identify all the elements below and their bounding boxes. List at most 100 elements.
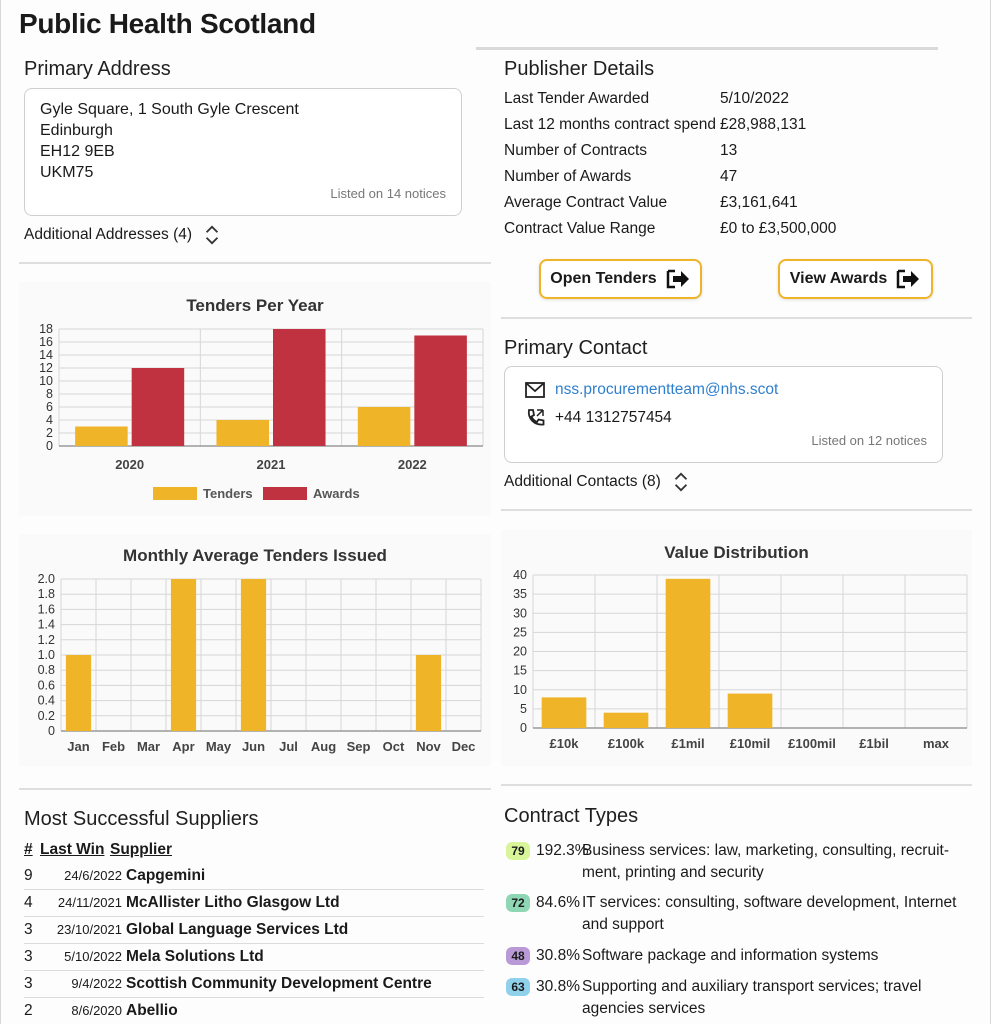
table-row[interactable]: 2 8/6/2020 Abellio (24, 998, 484, 1024)
supplier-last-win: 9/4/2022 (71, 976, 122, 991)
primary-contact-heading: Primary Contact (504, 337, 648, 359)
bar (65, 655, 92, 731)
supplier-rank: 9 (24, 867, 33, 884)
list-item[interactable]: 79 192.3% Business services: law, market… (506, 840, 966, 892)
y-tick-label: 2 (46, 426, 53, 440)
open-tenders-button[interactable]: Open Tenders (539, 259, 702, 299)
x-tick-label: £10mil (730, 736, 770, 751)
x-tick-label: Apr (172, 739, 194, 754)
publisher-row-value: £28,988,131 (720, 116, 807, 133)
table-row[interactable]: 9 24/6/2022 Capgemini (24, 863, 484, 890)
address-line: Edinburgh (40, 122, 113, 139)
legend-swatch (263, 487, 307, 500)
supplier-name: Capgemini (126, 867, 206, 884)
chart-title: Tenders Per Year (186, 296, 324, 315)
publisher-row-label: Number of Contracts (504, 142, 647, 159)
x-tick-label: Mar (137, 739, 160, 754)
y-tick-label: 35 (513, 587, 527, 601)
x-tick-label: £100mil (788, 736, 836, 751)
bar (665, 578, 711, 728)
publisher-row: Average Contract Value £3,161,641 (504, 194, 964, 220)
contract-type-description: IT services: consulting, software develo… (582, 894, 957, 933)
y-tick-label: 2.0 (38, 572, 55, 586)
x-tick-label: May (206, 739, 232, 754)
contract-types-list: 79 192.3% Business services: law, market… (506, 840, 966, 1022)
supplier-last-win: 24/11/2021 (57, 895, 122, 910)
chart-title: Value Distribution (664, 543, 809, 562)
col-last-win-header: Last Win (40, 841, 105, 858)
publisher-row-value: 13 (720, 142, 738, 159)
y-tick-label: 0.6 (38, 678, 55, 692)
y-tick-label: 8 (46, 387, 53, 401)
address-line: Gyle Square, 1 South Gyle Crescent (40, 101, 299, 118)
cpv-code-badge: 72 (506, 894, 530, 912)
table-row[interactable]: 3 5/10/2022 Mela Solutions Ltd (24, 944, 484, 971)
chevron-up-down-icon (206, 225, 219, 245)
publisher-row: Last Tender Awarded 5/10/2022 (504, 90, 964, 116)
table-row[interactable]: 3 9/4/2022 Scottish Community Developmen… (24, 971, 484, 998)
value-distribution-chart: 0 5 10 15 20 25 30 35 40 £10k £100k £1mil £10mil £100… (513, 568, 968, 751)
additional-addresses-label: Additional Addresses (4) (24, 226, 193, 244)
bar (170, 579, 197, 731)
supplier-last-win: 8/6/2020 (71, 1003, 122, 1018)
view-awards-button[interactable]: View Awards (778, 259, 933, 299)
y-tick-label: 40 (513, 568, 527, 582)
suppliers-table: # Last Win Supplier 9 24/6/2022 Capgemin… (24, 841, 484, 1024)
bar (357, 407, 411, 446)
y-tick-label: 30 (513, 606, 527, 620)
publisher-row: Contract Value Range £0 to £3,500,000 (504, 220, 964, 246)
x-tick-label: 2022 (398, 457, 427, 472)
y-tick-label: 10 (39, 374, 53, 388)
additional-contacts-toggle[interactable]: Additional Contacts (8) (504, 472, 689, 492)
publisher-row-label: Last 12 months contract spend (504, 116, 716, 133)
supplier-name: Scottish Community Development Centre (126, 975, 432, 992)
bar (415, 655, 442, 731)
list-item[interactable]: 72 84.6% IT services: consulting, softwa… (506, 892, 966, 945)
bar (727, 693, 773, 728)
publisher-row-label: Contract Value Range (504, 220, 656, 237)
list-item[interactable]: 63 30.8% Supporting and auxiliary transp… (506, 976, 966, 1022)
supplier-last-win: 24/6/2022 (64, 868, 122, 883)
y-tick-label: 15 (513, 664, 527, 678)
additional-addresses-toggle[interactable]: Additional Addresses (4) (24, 225, 220, 245)
y-tick-label: 0 (46, 439, 53, 453)
bar (240, 579, 267, 731)
y-tick-label: 14 (39, 348, 53, 362)
legend-label: Awards (313, 486, 360, 501)
x-tick-label: Jul (279, 739, 298, 754)
x-tick-label: £100k (608, 736, 645, 751)
y-tick-label: 12 (39, 361, 53, 375)
y-tick-label: 16 (39, 335, 53, 349)
table-row[interactable]: 4 24/11/2021 McAllister Litho Glasgow Lt… (24, 890, 484, 917)
x-tick-label: £10k (550, 736, 580, 751)
supplier-name: Global Language Services Ltd (126, 921, 349, 938)
supplier-name: McAllister Litho Glasgow Ltd (126, 894, 340, 911)
cpv-code-badge: 63 (506, 978, 530, 996)
contract-type-percent: 30.8% (536, 978, 580, 995)
publisher-row-label: Average Contract Value (504, 194, 668, 211)
y-tick-label: 6 (46, 400, 53, 414)
table-row[interactable]: 3 23/10/2021 Global Language Services Lt… (24, 917, 484, 944)
list-item[interactable]: 48 30.8% Software package and informatio… (506, 945, 966, 976)
y-tick-label: 25 (513, 625, 527, 639)
col-supplier-header: Supplier (110, 841, 173, 858)
publisher-row: Number of Awards 47 (504, 168, 964, 194)
envelope-icon (525, 382, 545, 398)
publisher-row-value: 47 (720, 168, 738, 185)
x-tick-label: Aug (311, 739, 336, 754)
y-tick-label: 18 (39, 322, 53, 336)
address-listed-on: Listed on 14 notices (330, 186, 446, 201)
y-tick-label: 0.4 (38, 694, 55, 708)
section-divider (501, 317, 972, 319)
publisher-row-label: Last Tender Awarded (504, 90, 650, 107)
y-tick-label: 0 (520, 721, 527, 735)
supplier-name: Mela Solutions Ltd (126, 948, 264, 965)
publisher-row-value: £3,161,641 (720, 194, 798, 211)
suppliers-header-row: # Last Win Supplier (24, 841, 484, 863)
contract-type-percent: 30.8% (536, 947, 580, 964)
bar (414, 335, 467, 446)
contact-phone: +44 1312757454 (555, 409, 672, 426)
contact-email-link[interactable]: nss.procurementteam@nhs.scot (555, 381, 779, 398)
